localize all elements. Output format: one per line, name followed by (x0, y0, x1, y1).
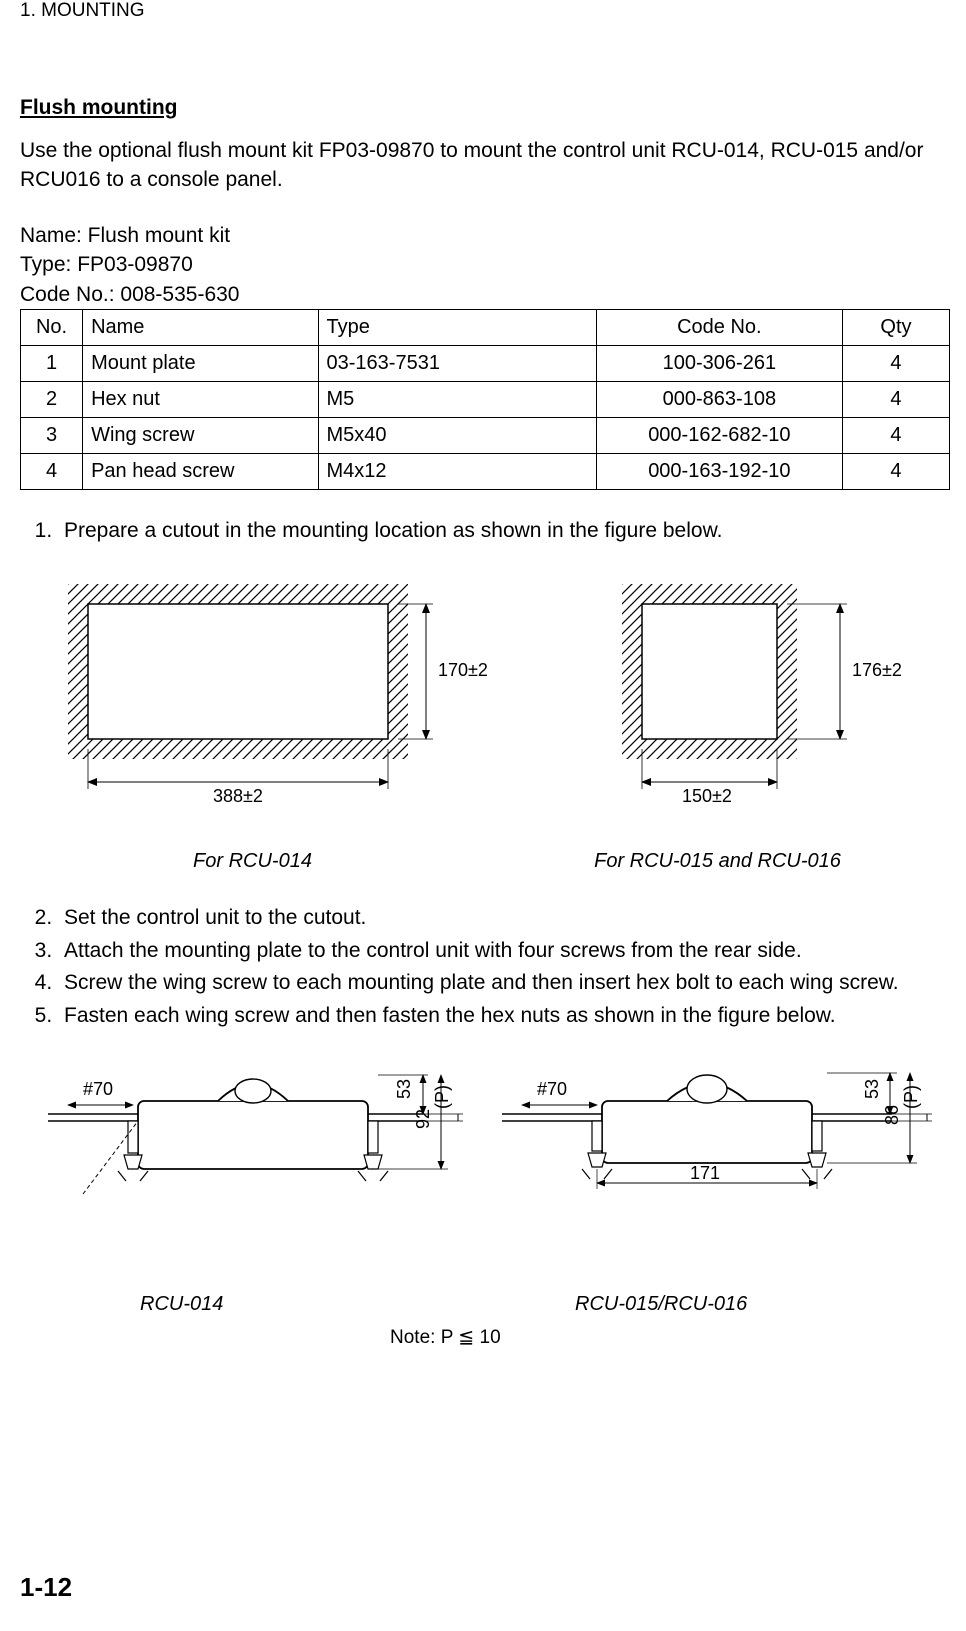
dim-h-right: 176±2 (852, 660, 902, 680)
assembly-captions: RCU-014 RCU-015/RCU-016 (20, 1279, 950, 1316)
step-1: Prepare a cutout in the mounting locatio… (58, 516, 950, 546)
dim-w-left: 388±2 (213, 786, 263, 806)
header-type: Type (318, 309, 596, 345)
dim-53-left: 53 (394, 1079, 414, 1099)
header-no: No. (21, 309, 83, 345)
caption-cutout-right: For RCU-015 and RCU-016 (485, 850, 950, 873)
cutout-left-svg: 170±2 388±2 (28, 574, 498, 814)
cell-type: M5x40 (318, 417, 596, 453)
cutout-diagrams: 170±2 388±2 (28, 574, 942, 814)
table-row: 1 Mount plate 03-163-7531 100-306-261 4 (21, 345, 950, 381)
step-5: Fasten each wing screw and then fasten t… (58, 1001, 950, 1031)
assembly-left: #70 53 92 (P) (28, 1059, 468, 1209)
step-list-bottom: Set the control unit to the cutout. Atta… (20, 903, 950, 1031)
label-70-left: #70 (83, 1079, 113, 1099)
intro-text: Use the optional flush mount kit FP03-09… (20, 136, 950, 195)
header-name: Name (83, 309, 318, 345)
cell-qty: 4 (842, 417, 949, 453)
cell-no: 4 (21, 453, 83, 489)
dim-w-right: 150±2 (682, 786, 732, 806)
dim-92-left: 92 (413, 1109, 433, 1129)
note: Note: P ≦ 10 (390, 1326, 501, 1349)
kit-info: Name: Flush mount kit Type: FP03-09870 C… (20, 221, 950, 309)
section-title: Flush mounting (20, 96, 950, 120)
cell-name: Pan head screw (83, 453, 318, 489)
cell-code: 100-306-261 (596, 345, 842, 381)
cell-type: M4x12 (318, 453, 596, 489)
cell-no: 1 (21, 345, 83, 381)
step-4: Screw the wing screw to each mounting pl… (58, 968, 950, 998)
cell-code: 000-163-192-10 (596, 453, 842, 489)
chapter-header: 1. MOUNTING (20, 0, 950, 22)
caption-assembly-left: RCU-014 (20, 1293, 515, 1316)
cutout-right-svg: 176±2 150±2 (582, 574, 942, 814)
cell-name: Mount plate (83, 345, 318, 381)
assembly-right-svg: #70 171 53 86 (P) (482, 1059, 942, 1209)
cutout-captions: For RCU-014 For RCU-015 and RCU-016 (20, 836, 950, 873)
step-list-top: Prepare a cutout in the mounting locatio… (20, 516, 950, 546)
label-70-right: #70 (537, 1079, 567, 1099)
cell-no: 2 (21, 381, 83, 417)
dim-h-left: 170±2 (438, 660, 488, 680)
caption-assembly-right: RCU-015/RCU-016 (515, 1293, 950, 1316)
assembly-diagrams: #70 53 92 (P) (28, 1059, 942, 1209)
table-header-row: No. Name Type Code No. Qty (21, 309, 950, 345)
table-row: 3 Wing screw M5x40 000-162-682-10 4 (21, 417, 950, 453)
assembly-left-svg: #70 53 92 (P) (28, 1059, 468, 1209)
dim-171: 171 (690, 1163, 720, 1183)
cell-qty: 4 (842, 453, 949, 489)
cell-name: Hex nut (83, 381, 318, 417)
cell-qty: 4 (842, 345, 949, 381)
cell-code: 000-863-108 (596, 381, 842, 417)
cutout-right: 176±2 150±2 (582, 574, 942, 814)
cell-name: Wing screw (83, 417, 318, 453)
caption-cutout-left: For RCU-014 (20, 850, 485, 873)
page-number: 1-12 (20, 1572, 72, 1603)
kit-type: Type: FP03-09870 (20, 250, 950, 279)
step-2: Set the control unit to the cutout. (58, 903, 950, 933)
cell-no: 3 (21, 417, 83, 453)
cutout-left: 170±2 388±2 (28, 574, 498, 814)
cell-qty: 4 (842, 381, 949, 417)
cell-code: 000-162-682-10 (596, 417, 842, 453)
parts-table: No. Name Type Code No. Qty 1 Mount plate… (20, 309, 950, 490)
cell-type: 03-163-7531 (318, 345, 596, 381)
dim-53-right: 53 (862, 1079, 882, 1099)
header-code: Code No. (596, 309, 842, 345)
dim-p-right: (P) (901, 1085, 921, 1109)
step-3: Attach the mounting plate to the control… (58, 936, 950, 966)
cell-type: M5 (318, 381, 596, 417)
table-row: 4 Pan head screw M4x12 000-163-192-10 4 (21, 453, 950, 489)
dim-86-right: 86 (882, 1105, 902, 1125)
header-qty: Qty (842, 309, 949, 345)
assembly-right: #70 171 53 86 (P) (482, 1059, 942, 1209)
table-row: 2 Hex nut M5 000-863-108 4 (21, 381, 950, 417)
kit-name: Name: Flush mount kit (20, 221, 950, 250)
kit-code: Code No.: 008-535-630 (20, 280, 950, 309)
dim-p-left: (P) (432, 1085, 452, 1109)
